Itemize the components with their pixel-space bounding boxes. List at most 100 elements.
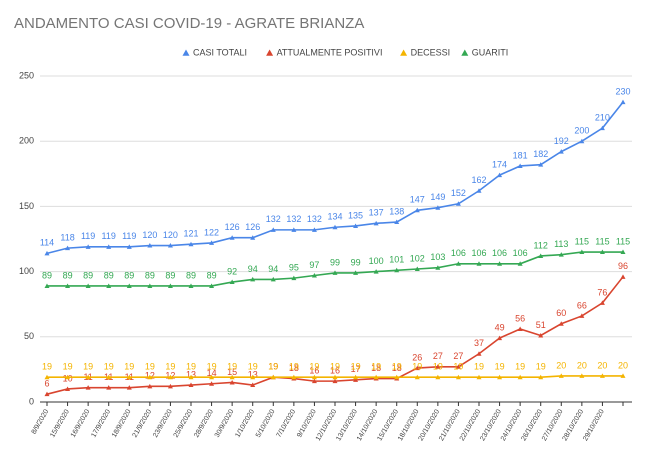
point-marker bbox=[126, 283, 132, 288]
point-marker bbox=[517, 374, 523, 380]
point-marker bbox=[167, 374, 173, 380]
x-tick-label: 22/10/2020 bbox=[459, 408, 483, 442]
data-label: 20 bbox=[556, 360, 566, 370]
point-marker bbox=[558, 321, 564, 326]
point-marker bbox=[147, 243, 153, 248]
data-label: 181 bbox=[513, 150, 528, 160]
point-marker bbox=[270, 276, 276, 282]
x-tick-label: 24/10/2020 bbox=[500, 408, 524, 442]
point-marker bbox=[332, 224, 338, 230]
legend-marker bbox=[182, 49, 190, 56]
point-marker bbox=[250, 276, 256, 282]
x-tick-label: 26/10/2020 bbox=[520, 408, 544, 442]
data-label: 99 bbox=[330, 257, 340, 267]
data-label: 89 bbox=[165, 270, 175, 280]
point-marker bbox=[538, 374, 544, 380]
data-label: 20 bbox=[618, 360, 628, 370]
point-marker bbox=[147, 383, 153, 389]
point-marker bbox=[65, 386, 71, 391]
point-marker bbox=[332, 270, 338, 275]
point-marker bbox=[435, 205, 441, 210]
point-marker bbox=[85, 244, 91, 249]
data-label: 138 bbox=[389, 206, 404, 216]
data-label: 147 bbox=[410, 195, 425, 205]
point-marker bbox=[126, 385, 132, 390]
data-label: 18 bbox=[371, 363, 381, 373]
data-label: 20 bbox=[577, 360, 587, 370]
data-label: 56 bbox=[515, 313, 525, 323]
x-tick-label: 27/10/2020 bbox=[541, 408, 565, 442]
data-label: 17 bbox=[351, 364, 361, 374]
data-label: 100 bbox=[369, 256, 384, 266]
data-label: 115 bbox=[575, 236, 589, 246]
data-label: 15 bbox=[227, 367, 237, 377]
point-marker bbox=[476, 188, 482, 193]
data-label: 89 bbox=[83, 270, 93, 280]
point-marker bbox=[373, 269, 379, 274]
data-label: 134 bbox=[327, 212, 342, 222]
data-label: 115 bbox=[595, 236, 609, 246]
point-marker bbox=[229, 374, 235, 380]
data-label: 89 bbox=[207, 270, 217, 280]
point-marker bbox=[126, 244, 132, 249]
x-tick-label: 23/10/2020 bbox=[479, 408, 503, 442]
point-marker bbox=[497, 335, 503, 341]
x-tick-label: 17/9/2020 bbox=[90, 408, 112, 439]
point-marker bbox=[291, 275, 297, 281]
data-label: 122 bbox=[204, 227, 219, 237]
point-marker bbox=[85, 385, 91, 390]
point-marker bbox=[229, 379, 235, 385]
point-marker bbox=[599, 300, 605, 305]
legend-label: GUARITI bbox=[472, 47, 509, 57]
legend-label: DECESSI bbox=[411, 47, 451, 57]
point-marker bbox=[620, 373, 626, 378]
data-label: 97 bbox=[309, 260, 319, 270]
data-label: 174 bbox=[492, 159, 507, 169]
data-label: 19 bbox=[268, 362, 278, 372]
data-label: 19 bbox=[165, 362, 175, 372]
data-label: 19 bbox=[268, 362, 278, 372]
data-label: 19 bbox=[227, 362, 237, 372]
y-tick-label: 100 bbox=[19, 266, 34, 276]
data-label: 13 bbox=[248, 369, 258, 379]
point-marker bbox=[44, 250, 50, 256]
data-label: 51 bbox=[536, 320, 546, 330]
data-label: 19 bbox=[145, 362, 155, 372]
data-label: 19 bbox=[83, 362, 93, 372]
data-label: 20 bbox=[597, 360, 607, 370]
data-label: 103 bbox=[430, 252, 445, 262]
point-marker bbox=[373, 220, 379, 226]
legend-marker bbox=[266, 49, 274, 56]
data-label: 101 bbox=[389, 255, 404, 265]
point-marker bbox=[332, 374, 338, 380]
data-label: 37 bbox=[474, 338, 484, 348]
data-label: 19 bbox=[495, 362, 505, 372]
y-tick-label: 50 bbox=[24, 331, 34, 341]
point-marker bbox=[44, 391, 50, 397]
point-marker bbox=[65, 374, 71, 380]
point-marker bbox=[517, 261, 523, 266]
point-marker bbox=[250, 382, 256, 388]
data-label: 16 bbox=[330, 366, 340, 376]
point-marker bbox=[517, 163, 523, 168]
point-marker bbox=[65, 283, 71, 288]
data-label: 119 bbox=[81, 231, 95, 241]
x-tick-label: 5/10/2020 bbox=[255, 408, 277, 439]
data-label: 120 bbox=[142, 230, 157, 240]
point-marker bbox=[538, 162, 544, 167]
point-marker bbox=[538, 332, 544, 338]
point-marker bbox=[167, 383, 173, 389]
point-marker bbox=[188, 241, 194, 247]
point-marker bbox=[106, 385, 112, 390]
data-label: 6 bbox=[44, 379, 49, 389]
point-marker bbox=[414, 374, 420, 380]
data-label: 19 bbox=[433, 362, 443, 372]
data-label: 19 bbox=[289, 362, 299, 372]
data-label: 114 bbox=[40, 238, 54, 248]
data-label: 106 bbox=[513, 248, 528, 258]
data-label: 106 bbox=[471, 248, 486, 258]
point-marker bbox=[65, 245, 71, 251]
data-label: 89 bbox=[124, 270, 134, 280]
legend-label: ATTUALMENTE POSITIVI bbox=[277, 47, 383, 57]
